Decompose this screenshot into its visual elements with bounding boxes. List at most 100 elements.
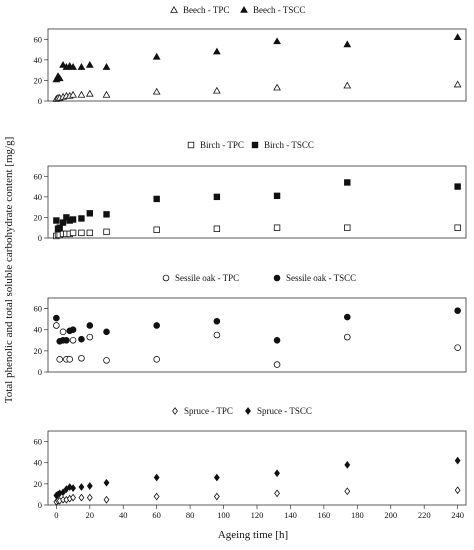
- x-tick-label: 200: [384, 510, 397, 520]
- data-series: [53, 307, 461, 345]
- data-point: [273, 192, 281, 200]
- data-point: [273, 336, 281, 344]
- data-point: [454, 486, 461, 495]
- x-tick-label: 240: [451, 510, 464, 520]
- data-point: [56, 224, 63, 231]
- data-point: [103, 478, 110, 487]
- data-point: [152, 87, 161, 95]
- data-point: [66, 483, 73, 491]
- data-point: [103, 211, 110, 218]
- legend-marker: [251, 141, 259, 149]
- data-point: [53, 314, 60, 322]
- data-point: [273, 83, 281, 91]
- data-point: [454, 224, 461, 231]
- data-point: [59, 328, 67, 336]
- data-point: [273, 37, 281, 45]
- data-point: [59, 219, 67, 226]
- data-point: [212, 86, 221, 94]
- y-tick-label: 60: [34, 437, 43, 447]
- y-tick-label: 20: [34, 212, 43, 222]
- data-point: [55, 74, 64, 82]
- chart-panel-3: 0 20 40 60 Sessile oak - TPC Sessile oak - TS…: [34, 273, 467, 377]
- data-point: [454, 456, 461, 465]
- data-point: [69, 229, 77, 237]
- y-axis-title: Total phenolic and total soluble carbohy…: [3, 137, 15, 404]
- data-point: [103, 495, 110, 504]
- data-point: [86, 482, 93, 490]
- x-tick-label: 160: [318, 510, 331, 520]
- x-tick-label: 180: [351, 510, 364, 520]
- legend-marker: [170, 5, 178, 13]
- x-tick-label: 80: [186, 510, 195, 520]
- data-point: [344, 487, 351, 496]
- data-point: [213, 331, 221, 339]
- data-point: [344, 179, 351, 186]
- data-series: [53, 179, 461, 232]
- data-point: [53, 217, 60, 224]
- legend-label: Beech - TSCC: [253, 5, 305, 15]
- data-point: [53, 322, 60, 329]
- data-point: [153, 195, 160, 203]
- data-point: [273, 224, 281, 231]
- data-point: [102, 90, 111, 98]
- data-point: [77, 63, 86, 70]
- data-point: [343, 81, 352, 89]
- legend-label: Spruce - TPC: [184, 406, 233, 416]
- data-point: [454, 344, 461, 351]
- data-series: [53, 456, 461, 500]
- data-point: [213, 492, 220, 501]
- data-point: [453, 33, 462, 41]
- data-point: [213, 193, 221, 201]
- data-point: [69, 336, 77, 344]
- y-tick-label: 0: [38, 96, 42, 106]
- data-point: [78, 493, 85, 502]
- data-point: [103, 328, 110, 336]
- data-point: [69, 63, 77, 70]
- legend-label: Sessile oak - TPC: [175, 273, 239, 283]
- data-point: [77, 90, 86, 98]
- data-point: [212, 47, 221, 55]
- data-point: [343, 313, 351, 321]
- x-tick-label: 140: [284, 510, 297, 520]
- legend-label: Birch - TSCC: [264, 140, 314, 150]
- data-point: [103, 228, 110, 236]
- data-point: [56, 356, 64, 363]
- y-tick-label: 0: [38, 367, 42, 377]
- legend-label: Beech - TPC: [183, 5, 229, 15]
- legend-marker: [187, 141, 195, 149]
- y-tick-label: 0: [38, 233, 42, 243]
- data-point: [78, 354, 85, 362]
- x-axis-title: Ageing time [h]: [218, 529, 288, 541]
- data-point: [274, 469, 280, 478]
- y-tick-label: 40: [34, 458, 43, 468]
- data-point: [70, 493, 76, 502]
- legend-label: Spruce - TSCC: [257, 406, 312, 416]
- data-point: [86, 493, 93, 502]
- data-point: [453, 80, 462, 88]
- data-point: [454, 183, 461, 190]
- x-tick-label: 220: [418, 510, 431, 520]
- y-tick-label: 40: [34, 192, 43, 202]
- data-point: [86, 229, 93, 237]
- data-point: [70, 484, 76, 492]
- data-point: [153, 322, 160, 329]
- data-point: [343, 40, 352, 48]
- data-point: [60, 488, 66, 497]
- data-point: [69, 216, 77, 223]
- y-tick-label: 40: [34, 325, 43, 335]
- x-tick-label: 0: [54, 510, 58, 520]
- data-point: [213, 473, 220, 482]
- x-tick-label: 20: [86, 510, 95, 520]
- data-point: [273, 361, 281, 368]
- data-point: [102, 63, 111, 70]
- y-tick-label: 40: [34, 55, 43, 65]
- data-series: [53, 322, 461, 368]
- data-series: [52, 33, 462, 83]
- data-point: [69, 90, 77, 98]
- data-point: [66, 356, 74, 363]
- data-point: [153, 356, 160, 363]
- data-point: [86, 333, 94, 341]
- data-point: [344, 460, 351, 469]
- chart-panel-2: 0 20 40 60 Birch - TPC Birch - TSCC: [34, 140, 467, 243]
